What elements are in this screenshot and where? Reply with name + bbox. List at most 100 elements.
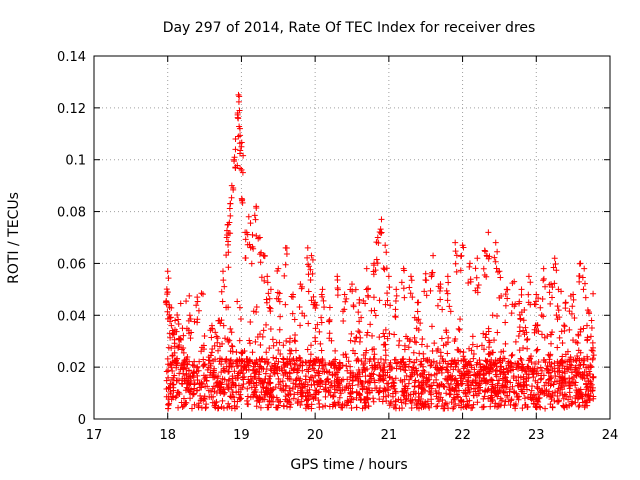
- data-point: [253, 204, 260, 211]
- data-point: [588, 324, 595, 331]
- data-point: [290, 395, 297, 402]
- data-point: [304, 381, 311, 388]
- data-point: [457, 316, 464, 323]
- data-point: [200, 346, 207, 353]
- data-point: [494, 248, 501, 255]
- data-point: [363, 347, 370, 354]
- data-point: [446, 384, 453, 391]
- data-point: [504, 286, 511, 293]
- data-point: [338, 404, 345, 411]
- data-point: [534, 403, 541, 410]
- data-point: [568, 310, 575, 317]
- data-point: [297, 322, 304, 329]
- data-point: [547, 300, 554, 307]
- data-point: [518, 291, 525, 298]
- data-point: [346, 380, 353, 387]
- data-point: [376, 372, 383, 379]
- data-point: [485, 386, 492, 393]
- data-point: [235, 115, 242, 122]
- data-point: [582, 294, 589, 301]
- data-point: [401, 342, 408, 349]
- data-point: [307, 266, 314, 273]
- data-point: [274, 267, 281, 274]
- data-point: [502, 319, 509, 326]
- data-point: [444, 339, 451, 346]
- data-point: [523, 382, 530, 389]
- data-point: [253, 379, 260, 386]
- data-point: [328, 362, 335, 369]
- data-point: [553, 267, 560, 274]
- data-point: [251, 391, 258, 398]
- data-point: [565, 396, 572, 403]
- data-point: [191, 401, 198, 408]
- data-point: [482, 357, 489, 364]
- data-point: [576, 260, 583, 267]
- data-point: [221, 335, 228, 342]
- data-point: [535, 295, 542, 302]
- data-point: [277, 313, 284, 320]
- data-point: [230, 394, 237, 401]
- data-point: [239, 384, 246, 391]
- data-point: [491, 388, 498, 395]
- data-point: [319, 356, 326, 363]
- data-point: [253, 403, 260, 410]
- data-point: [225, 264, 232, 271]
- data-point: [291, 316, 298, 323]
- data-point: [374, 234, 381, 241]
- data-point: [294, 400, 301, 407]
- data-point: [227, 348, 234, 355]
- data-point: [572, 379, 579, 386]
- data-point: [587, 380, 594, 387]
- data-point: [298, 398, 305, 405]
- data-point: [581, 265, 588, 272]
- data-point: [483, 378, 490, 385]
- data-point: [513, 364, 520, 371]
- data-point: [562, 376, 569, 383]
- data-point: [226, 219, 233, 226]
- data-point: [478, 342, 485, 349]
- data-point: [571, 314, 578, 321]
- data-point: [306, 362, 313, 369]
- data-point: [391, 331, 398, 338]
- data-point: [292, 361, 299, 368]
- data-point: [562, 351, 569, 358]
- grid-lines: [94, 56, 610, 419]
- data-point: [440, 342, 447, 349]
- data-point: [410, 391, 417, 398]
- data-point: [236, 304, 243, 311]
- data-point: [483, 252, 490, 259]
- data-point: [538, 367, 545, 374]
- data-point: [227, 359, 234, 366]
- data-point: [209, 399, 216, 406]
- data-point: [233, 389, 240, 396]
- data-point: [569, 303, 576, 310]
- data-point: [184, 385, 191, 392]
- data-point: [331, 383, 338, 390]
- data-point: [310, 293, 317, 300]
- data-point: [353, 334, 360, 341]
- data-point: [535, 358, 542, 365]
- data-point: [508, 352, 515, 359]
- data-point: [470, 401, 477, 408]
- data-point: [189, 370, 196, 377]
- data-point: [225, 238, 232, 245]
- data-point: [408, 399, 415, 406]
- data-point: [559, 340, 566, 347]
- data-point: [381, 341, 388, 348]
- data-point: [183, 298, 190, 305]
- data-point: [452, 239, 459, 246]
- data-point: [567, 364, 574, 371]
- data-point: [183, 370, 190, 377]
- data-point: [359, 385, 366, 392]
- data-point: [304, 401, 311, 408]
- data-point: [519, 405, 526, 412]
- data-point: [451, 376, 458, 383]
- data-point: [420, 377, 427, 384]
- data-point: [369, 346, 376, 353]
- data-point: [410, 349, 417, 356]
- data-point: [469, 333, 476, 340]
- data-point: [335, 366, 342, 373]
- data-point: [487, 361, 494, 368]
- data-point: [514, 360, 521, 367]
- data-point: [473, 274, 480, 281]
